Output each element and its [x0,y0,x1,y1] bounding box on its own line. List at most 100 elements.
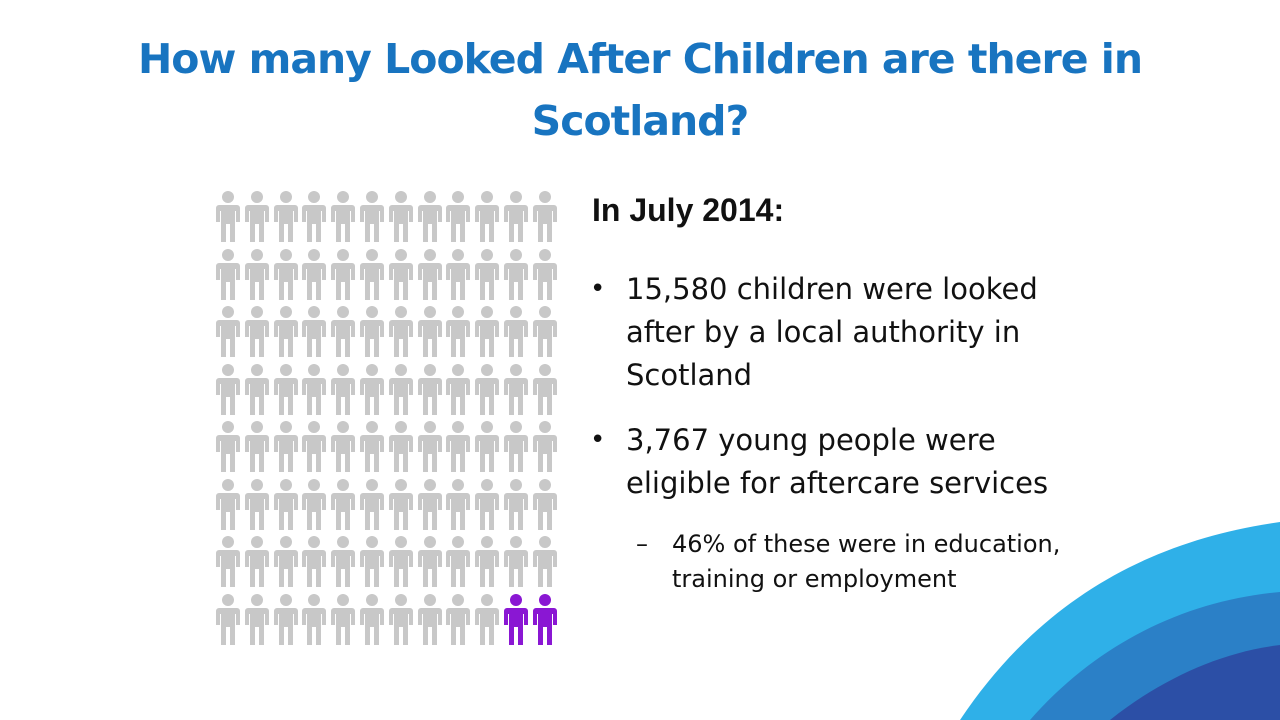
person-icon [388,363,414,417]
person-icon [445,363,471,417]
person-icon [417,593,443,647]
person-icon [273,535,299,589]
person-icon [330,420,356,474]
person-icon [388,535,414,589]
person-icon [532,420,558,474]
person-icon [417,305,443,359]
sub-bullet-marker: – [636,530,648,558]
person-icon [244,248,270,302]
sub-bullet-text: 46% of these were in education, training… [672,530,1061,593]
bullet-marker: • [590,274,606,304]
person-icon [301,593,327,647]
person-icon [503,190,529,244]
bullet-marker: • [590,425,606,455]
person-icon [359,190,385,244]
person-icon [301,420,327,474]
person-icon [417,363,443,417]
person-icon [330,248,356,302]
person-icon [215,478,241,532]
person-icon [330,190,356,244]
person-icon [417,478,443,532]
person-icon [215,363,241,417]
person-icon [474,248,500,302]
person-icon [359,420,385,474]
person-icon [388,248,414,302]
person-icon [244,363,270,417]
person-icon [532,190,558,244]
person-icon [301,305,327,359]
person-icon [445,593,471,647]
person-icon [215,305,241,359]
person-icon [445,305,471,359]
person-icon [474,593,500,647]
person-icon [532,593,558,647]
person-icon [474,535,500,589]
bullet-text: 15,580 children were looked after by a l… [626,272,1038,392]
person-icon [417,248,443,302]
person-icon [273,305,299,359]
person-icon [532,535,558,589]
person-icon [532,248,558,302]
person-icon [503,593,529,647]
person-icon [388,305,414,359]
person-icon [301,363,327,417]
person-icon [244,305,270,359]
person-icon [215,248,241,302]
person-icon [330,478,356,532]
person-icon [417,535,443,589]
person-icon [359,535,385,589]
person-icon [532,478,558,532]
person-icon [474,190,500,244]
person-icon [474,305,500,359]
person-icon [301,248,327,302]
bullet-item-aftercare: • 3,767 young people were eligible for a… [590,419,1070,505]
person-icon [503,420,529,474]
person-icon [273,190,299,244]
person-icon [474,363,500,417]
person-icon [330,305,356,359]
person-icon [244,478,270,532]
sub-bullet-item-education: – 46% of these were in education, traini… [590,527,1070,597]
person-icon [388,593,414,647]
person-icon [244,420,270,474]
person-icon [388,420,414,474]
person-icon [445,190,471,244]
person-icon [359,363,385,417]
person-icon [244,535,270,589]
person-icon [330,363,356,417]
person-icon [445,535,471,589]
person-icon [388,478,414,532]
person-icon [359,478,385,532]
person-icon [503,535,529,589]
person-icon [273,420,299,474]
person-icon [503,305,529,359]
person-icon [359,248,385,302]
person-icon [273,248,299,302]
person-icon [503,248,529,302]
person-icon [474,420,500,474]
person-icon [474,478,500,532]
person-icon [215,593,241,647]
bullet-list: • 15,580 children were looked after by a… [590,268,1070,597]
people-infographic [215,190,565,650]
person-icon [273,593,299,647]
person-icon [532,305,558,359]
person-icon [330,535,356,589]
subheading: In July 2014: [592,192,785,228]
person-icon [503,363,529,417]
person-icon [273,363,299,417]
bullet-item-children: • 15,580 children were looked after by a… [590,268,1070,397]
person-icon [445,420,471,474]
person-icon [330,593,356,647]
person-icon [273,478,299,532]
person-icon [301,535,327,589]
person-icon [532,363,558,417]
person-icon [359,593,385,647]
person-icon [215,535,241,589]
person-icon [503,478,529,532]
person-icon [417,190,443,244]
person-icon [215,190,241,244]
person-icon [445,248,471,302]
bullet-text: 3,767 young people were eligible for aft… [626,423,1049,500]
person-icon [244,593,270,647]
